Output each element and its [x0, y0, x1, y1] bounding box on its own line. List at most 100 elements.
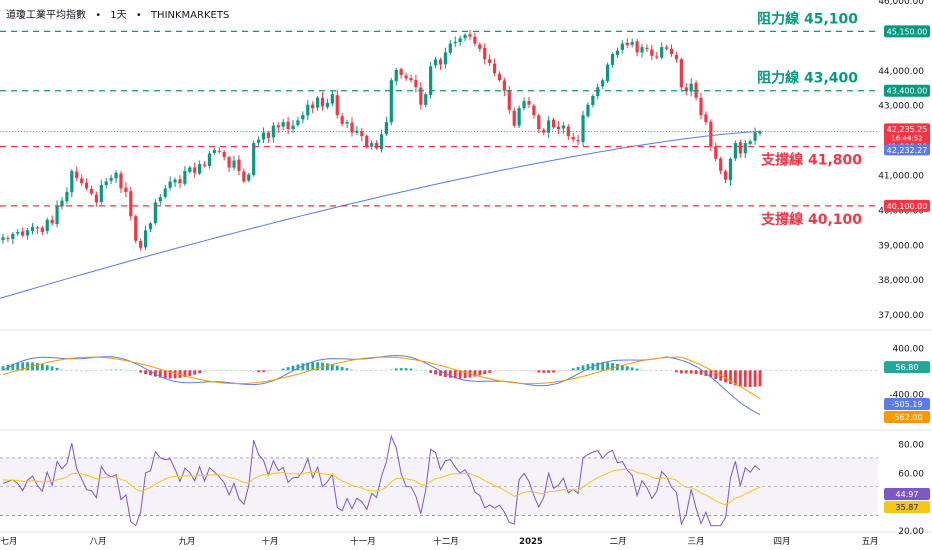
macd-histogram-bar — [316, 362, 319, 371]
candle-body — [75, 171, 79, 178]
header-separator: • — [95, 10, 102, 21]
candle-body — [512, 110, 516, 126]
macd-histogram-bar — [1, 366, 5, 371]
candle-body — [424, 94, 428, 105]
macd-histogram-bar — [85, 370, 88, 372]
macd-histogram-bar — [488, 370, 492, 373]
candle-body — [119, 173, 123, 189]
candle-body — [596, 87, 600, 96]
macd-histogram-bar — [340, 366, 344, 371]
macd-histogram-bar — [129, 370, 133, 371]
x-tick-label: 十二月 — [433, 536, 459, 547]
macd-tag-bg — [884, 398, 930, 410]
macd-histogram-bar — [311, 362, 315, 371]
candle-body — [576, 139, 580, 142]
macd-histogram-bar — [350, 369, 354, 371]
macd-histogram-bar — [119, 368, 123, 371]
candle-body — [281, 122, 285, 127]
candle-body — [620, 43, 624, 50]
interval-label[interactable]: 1天 — [110, 10, 127, 21]
candle-body — [733, 143, 738, 159]
candle-body — [635, 41, 639, 53]
candle-body — [365, 135, 369, 147]
symbol-name[interactable]: 道瓊工業平均指數 — [6, 10, 86, 21]
macd-histogram-bar — [212, 370, 216, 371]
candle-body — [242, 171, 246, 182]
candle-body — [429, 66, 433, 95]
candle-body — [601, 80, 605, 87]
candle-body — [345, 122, 349, 124]
macd-histogram-bar — [99, 369, 103, 371]
candle-body — [217, 151, 221, 153]
candle-body — [399, 69, 403, 76]
candle-body — [704, 114, 708, 123]
macd-histogram-bar — [389, 368, 393, 371]
candle-body — [684, 87, 688, 91]
candle-body — [507, 90, 511, 110]
candle-body — [207, 153, 212, 167]
ma-tag: 42,232.27 — [887, 146, 928, 155]
macd-histogram-bar — [193, 370, 197, 375]
candle-body — [379, 134, 384, 150]
macd-histogram-bar — [532, 370, 536, 373]
macd-histogram-bar — [753, 370, 757, 387]
macd-histogram-bar — [286, 367, 290, 371]
macd-histogram-bar — [635, 368, 639, 371]
candle-body — [448, 43, 452, 53]
header-separator: • — [135, 10, 142, 21]
macd-histogram-bar — [65, 370, 69, 371]
macd-histogram-bar — [267, 370, 270, 372]
candle-body — [134, 216, 138, 241]
macd-histogram-bar — [679, 370, 683, 374]
macd-histogram-bar — [40, 363, 44, 371]
candle-body — [311, 104, 315, 109]
macd-histogram-bar — [45, 365, 49, 371]
macd-histogram-bar — [291, 365, 295, 371]
macd-histogram-bar — [502, 370, 506, 371]
candle-body — [433, 59, 438, 66]
candle-body — [674, 55, 679, 60]
macd-histogram-bar — [394, 368, 398, 371]
candle-body — [163, 188, 167, 197]
macd-histogram-bar — [512, 370, 516, 371]
candle-body — [202, 164, 207, 166]
macd-histogram-bar — [581, 365, 585, 371]
macd-histogram-bar — [675, 370, 678, 373]
candle-body — [419, 87, 423, 105]
macd-histogram-bar — [557, 370, 560, 372]
macd-histogram-bar — [11, 363, 15, 371]
candle-body — [99, 184, 103, 203]
ma200-line — [0, 131, 761, 299]
candle-body — [463, 34, 467, 39]
price-tag-bg — [884, 25, 930, 38]
candle-body — [212, 150, 216, 153]
candle-body — [453, 41, 457, 44]
x-tick-label: 八月 — [89, 537, 106, 547]
candle-body — [325, 102, 330, 108]
candle-body — [16, 232, 20, 234]
macd-histogram-bar — [478, 370, 482, 376]
candle-body — [114, 172, 118, 179]
macd-histogram-bar — [660, 370, 664, 371]
y-tick-label: 46,000.00 — [878, 0, 924, 7]
macd-histogram-bar — [429, 370, 433, 373]
macd-histogram-bar — [670, 370, 673, 371]
macd-histogram-bar — [178, 370, 182, 378]
candle-body — [458, 38, 462, 43]
macd-histogram-bar — [498, 370, 501, 371]
macd-histogram-bar — [537, 370, 541, 373]
candle-body — [443, 52, 448, 65]
last-price-tag: 42,235.25 — [887, 125, 928, 134]
candle-body — [335, 95, 339, 116]
macd-histogram-bar — [75, 370, 79, 372]
macd-histogram-bar — [561, 370, 565, 371]
candle-body — [709, 121, 713, 147]
candle-body — [370, 143, 374, 147]
candle-body — [488, 59, 492, 63]
candle-body — [532, 105, 536, 116]
macd-histogram-bar — [306, 362, 310, 371]
candle-body — [301, 115, 305, 120]
candle-body — [360, 131, 364, 137]
macd-histogram-bar — [385, 369, 388, 371]
